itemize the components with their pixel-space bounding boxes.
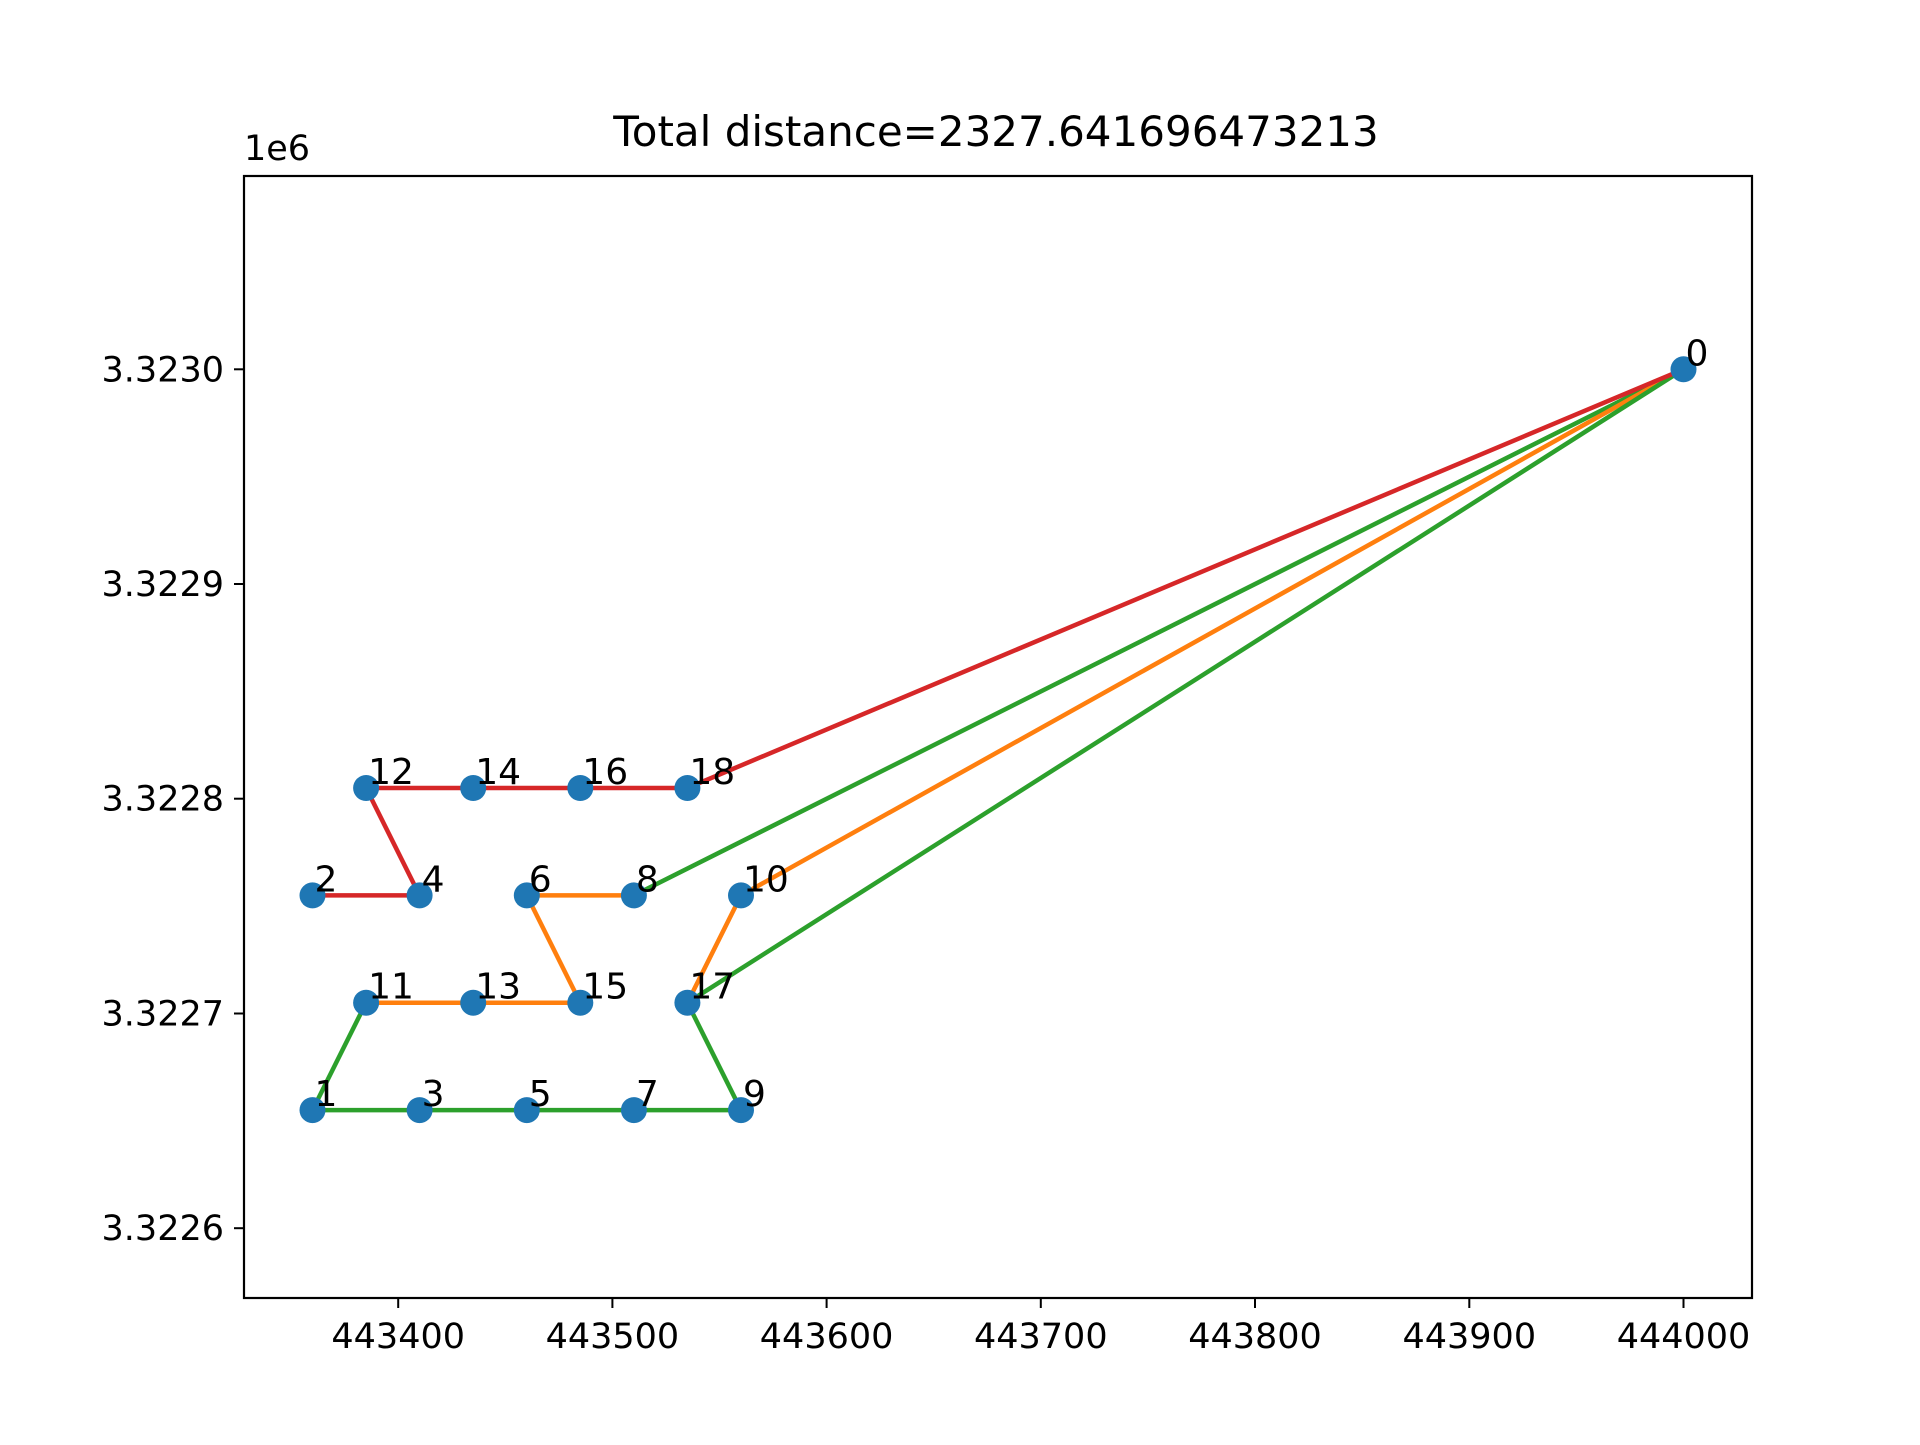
point-17 (674, 989, 701, 1016)
x-tick-label-443800: 443800 (1188, 1317, 1322, 1357)
point-label-3: 3 (422, 1074, 445, 1115)
point-label-6: 6 (529, 859, 552, 900)
point-label-18: 18 (689, 752, 735, 793)
y-tick-label-3.3229: 3.3229 (102, 565, 224, 605)
point-label-4: 4 (422, 859, 445, 900)
point-14 (460, 775, 487, 801)
point-18 (674, 775, 701, 801)
point-16 (567, 775, 594, 801)
axes-layer: 443400 443500 443600 443700 443800 443900 4440… (102, 174, 1754, 1357)
point-13 (460, 989, 487, 1016)
x-tick-label-443700: 443700 (974, 1317, 1108, 1357)
point-label-16: 16 (582, 752, 628, 793)
route-line-4 (310, 367, 1686, 1113)
point-label-10: 10 (743, 859, 789, 900)
y-tick-label-3.3227: 3.3227 (102, 995, 224, 1035)
x-tick-label-443500: 443500 (546, 1317, 680, 1357)
point-11 (353, 989, 380, 1016)
route-line-1 (631, 367, 1686, 898)
chart-title: Total distance=2327.641696473213 (612, 107, 1379, 156)
plot-frame (242, 174, 1754, 1300)
y-tick-label-3.3226: 3.3226 (102, 1209, 224, 1249)
point-label-7: 7 (636, 1074, 659, 1115)
point-0 (1670, 356, 1697, 383)
point-label-14: 14 (475, 752, 521, 793)
x-tick-label-443600: 443600 (760, 1317, 894, 1357)
point-8 (620, 882, 647, 909)
y-tick-label-3.3228: 3.3228 (102, 780, 224, 820)
point-label-0: 0 (1686, 333, 1709, 374)
point-1 (299, 1097, 326, 1124)
point-label-12: 12 (368, 752, 414, 793)
point-2 (299, 882, 326, 909)
x-tick-label-443400: 443400 (331, 1317, 465, 1357)
point-12 (353, 775, 380, 801)
x-tick-label-444000: 444000 (1617, 1317, 1751, 1357)
point-label-9: 9 (743, 1074, 766, 1115)
point-label-11: 11 (368, 967, 414, 1008)
point-label-17: 17 (689, 967, 735, 1008)
point-label-5: 5 (529, 1074, 552, 1115)
point-label-8: 8 (636, 859, 659, 900)
point-5 (513, 1097, 540, 1124)
point-9 (728, 1097, 754, 1124)
point-label-15: 15 (582, 967, 628, 1008)
y-axis-offset-label: 1e6 (244, 129, 310, 169)
point-6 (513, 882, 540, 909)
points-layer (299, 356, 1697, 1124)
point-label-2: 2 (315, 859, 338, 900)
y-tick-label-3.3230: 3.3230 (102, 350, 224, 390)
point-label-1: 1 (315, 1074, 338, 1115)
point-7 (620, 1097, 647, 1124)
x-tick-label-443900: 443900 (1402, 1317, 1536, 1357)
point-15 (567, 989, 594, 1016)
point-3 (406, 1097, 433, 1124)
point-4 (406, 882, 433, 909)
point-10 (728, 882, 754, 909)
point-label-13: 13 (475, 967, 521, 1008)
